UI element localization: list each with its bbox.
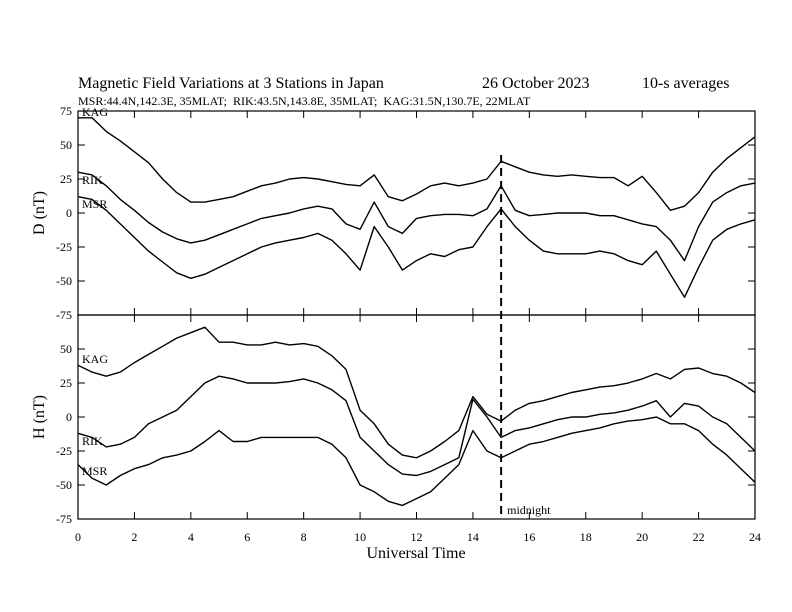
- x-tick-label: 0: [75, 530, 81, 544]
- chart-averaging: 10-s averages: [642, 75, 730, 92]
- x-tick-label: 12: [411, 530, 423, 544]
- series-label-msr: MSR: [82, 464, 107, 478]
- x-tick-label: 22: [693, 530, 705, 544]
- y-axis-label: D (nT): [31, 191, 48, 235]
- x-tick-label: 4: [188, 530, 194, 544]
- y-tick-label: -25: [56, 444, 72, 458]
- panel-frame: [77, 110, 756, 316]
- chart-title: Magnetic Field Variations at 3 Stations …: [78, 75, 384, 92]
- series-label-kag: KAG: [82, 105, 108, 119]
- x-tick-label: 8: [301, 530, 307, 544]
- stations-info: MSR:44.4N,142.3E, 35MLAT; RIK:43.5N,143.…: [78, 94, 531, 108]
- x-tick-label: 18: [580, 530, 592, 544]
- midnight-label: midnight: [507, 503, 551, 517]
- x-tick-label: 6: [244, 530, 250, 544]
- chart-date: 26 October 2023: [482, 75, 590, 92]
- y-tick-label: -75: [56, 308, 72, 322]
- y-tick-label: -50: [56, 274, 72, 288]
- series-label-rik: RIK: [82, 434, 103, 448]
- series-line-kag: [77, 326, 756, 459]
- x-tick-label: 2: [131, 530, 137, 544]
- x-tick-label: 14: [467, 530, 479, 544]
- x-tick-label: 20: [636, 530, 648, 544]
- y-tick-label: -50: [56, 478, 72, 492]
- panel-d: 75 50 25 0 -25 -50 -75 D (nT) KAG RIK MSR: [31, 104, 756, 322]
- y-tick-label: -25: [56, 240, 72, 254]
- x-axis-label: Universal Time: [366, 545, 465, 562]
- y-tick-label: 75: [60, 104, 72, 118]
- y-tick-label: 25: [60, 376, 72, 390]
- series-line-kag: [78, 117, 756, 212]
- series-label-rik: RIK: [82, 173, 103, 187]
- series-line-rik: [77, 171, 756, 262]
- series-line-msr: [77, 416, 756, 507]
- panel-h: 50 25 0 -25 -50 -75 H (nT) KAG RIK MSR: [31, 314, 756, 526]
- x-tick-label: 16: [523, 530, 535, 544]
- y-tick-label: -75: [56, 512, 72, 526]
- y-axis-label: H (nT): [31, 395, 48, 439]
- y-tick-label: 0: [66, 410, 72, 424]
- y-tick-label: 0: [66, 206, 72, 220]
- x-tick-label: 24: [749, 530, 761, 544]
- x-tick-label: 10: [354, 530, 366, 544]
- y-tick-label: 25: [60, 172, 72, 186]
- y-tick-label: 50: [60, 342, 72, 356]
- series-line-msr: [77, 196, 756, 298]
- series-label-msr: MSR: [82, 197, 107, 211]
- series-line-rik: [77, 375, 756, 477]
- y-tick-label: 50: [60, 138, 72, 152]
- series-label-kag: KAG: [82, 352, 108, 366]
